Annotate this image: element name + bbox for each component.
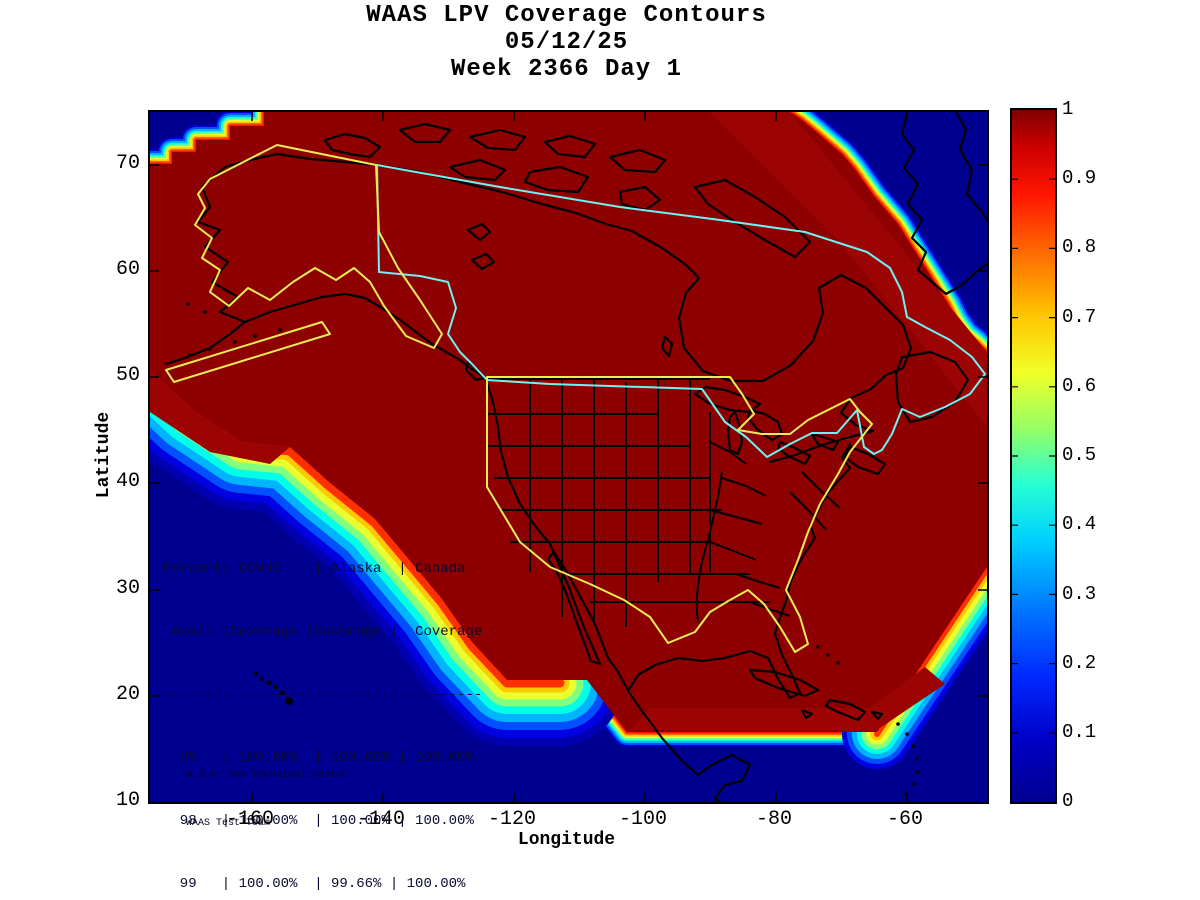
cbar-tick-0: 0 (1062, 790, 1074, 812)
alaska-boundary-yellow (194, 144, 443, 349)
credit-line-2: WAAS Test Team (186, 818, 271, 829)
y-tick-70: 70 (115, 152, 140, 175)
y-axis-label: Latitude (94, 411, 114, 499)
service-volume-boundaries-yellow (165, 144, 873, 653)
coastlines (164, 112, 987, 802)
x-tick-m100: -100 (618, 808, 667, 831)
y-tick-40: 40 (115, 470, 140, 493)
coverage-region-partial (150, 112, 987, 730)
map-plot-area (148, 110, 989, 804)
cbar-tick-05: 0.5 (1062, 444, 1097, 466)
y-tick-20: 20 (115, 683, 140, 706)
y-tick-60: 60 (115, 258, 140, 281)
canada-boundary-cyan (376, 164, 986, 458)
coverage-statistics-table: Percent| CONUS | Alaska | Canada Avail.|… (163, 517, 482, 900)
state-borders (486, 378, 841, 627)
table-line: 99 | 100.00% | 99.66% | 100.00% (163, 876, 466, 892)
aleutian-boundary-yellow (165, 321, 331, 383)
cbar-tick-01: 0.1 (1062, 721, 1097, 743)
title-line-3: Week 2366 Day 1 (450, 56, 683, 83)
x-tick-m60: -60 (886, 808, 923, 831)
colorbar-ticks-svg (1012, 178, 1055, 734)
credit-line-1: W.J.H. FAA Technical Center (186, 770, 349, 781)
cbar-tick-02: 0.2 (1062, 652, 1097, 674)
cbar-tick-04: 0.4 (1062, 513, 1097, 535)
x-tick-m120: -120 (487, 808, 536, 831)
cbar-tick-06: 0.6 (1062, 375, 1097, 397)
table-line: 95 | 100.00% | 100.00% | 100.00% (163, 750, 474, 766)
table-line: 98 | 100.00% | 100.00% | 100.00% (163, 813, 474, 829)
y-tick-30: 30 (115, 577, 140, 600)
y-tick-10: 10 (115, 789, 140, 812)
x-tick-m140: -140 (356, 808, 405, 831)
table-line: Percent| CONUS | Alaska | Canada (163, 561, 466, 577)
title-line-1: WAAS LPV Coverage Contours (366, 2, 767, 29)
axis-tick-marks (150, 112, 987, 802)
cbar-tick-03: 0.3 (1062, 583, 1097, 605)
x-axis-label: Longitude (517, 830, 616, 850)
cbar-tick-1: 1 (1062, 98, 1074, 120)
title-line-2: 05/12/25 (504, 29, 629, 56)
cbar-tick-09: 0.9 (1062, 167, 1097, 189)
table-line: -------------------------------------- (163, 687, 483, 703)
small-islands (186, 302, 920, 796)
y-tick-50: 50 (115, 364, 140, 387)
x-tick-m160: -160 (225, 808, 274, 831)
table-line: Avail.|Coverage |Coverage | Coverage (163, 624, 483, 640)
x-tick-m80: -80 (755, 808, 792, 831)
colorbar (1010, 108, 1057, 804)
cbar-tick-08: 0.8 (1062, 236, 1097, 258)
conus-boundary-yellow (486, 376, 873, 653)
cbar-tick-07: 0.7 (1062, 306, 1097, 328)
coverage-contour-map (150, 112, 987, 802)
figure-title: WAAS LPV Coverage Contours 05/12/25 Week… (148, 2, 985, 83)
credit-text: W.J.H. FAA Technical Center WAAS Test Te… (186, 736, 348, 848)
